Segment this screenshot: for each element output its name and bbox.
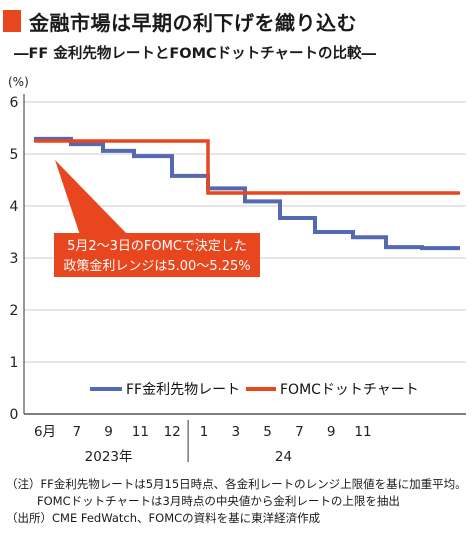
year-label-2024: 24 xyxy=(275,449,292,465)
x-tick-label: 3 xyxy=(232,424,241,440)
annotation-pointer xyxy=(55,160,128,235)
x-tick-label: 11 xyxy=(132,424,149,440)
y-tick-label: 2 xyxy=(10,303,19,319)
note-line-1: （注）FF金利先物レートは5月15日時点、各金利レートのレンジ上限値を基に加重平… xyxy=(6,477,467,491)
note-line-3: （出所）CME FedWatch、FOMCの資料を基に東洋経済作成 xyxy=(6,511,321,525)
x-tick-label: 11 xyxy=(354,424,371,440)
y-unit-label: (%) xyxy=(8,75,29,89)
x-tick-label: 6月 xyxy=(34,424,56,440)
year-label-2023: 2023年 xyxy=(85,449,133,465)
annotation-text-line: 政策金利レンジは5.00～5.25% xyxy=(63,258,250,274)
chart-title: 金融市場は早期の利下げを織り込む xyxy=(29,10,357,35)
x-tick-label: 9 xyxy=(104,424,113,440)
note-line-2: FOMCドットチャートは3月時点の中央値から金利レートの上限を抽出 xyxy=(37,494,400,508)
x-tick-label: 5 xyxy=(263,424,272,440)
legend-ff-label: FF金利先物レート xyxy=(126,382,240,398)
title-accent-square xyxy=(3,10,21,32)
chart-subtitle: ―FF 金利先物レートとFOMCドットチャートの比較― xyxy=(14,46,377,62)
y-tick-label: 5 xyxy=(10,147,19,163)
x-tick-label: 9 xyxy=(327,424,336,440)
y-tick-label: 3 xyxy=(10,251,19,267)
annotation-text-line: 5月2～3日のFOMCで決定した xyxy=(67,239,247,254)
y-tick-label: 0 xyxy=(10,407,19,423)
x-tick-label: 7 xyxy=(295,424,304,440)
y-tick-label: 1 xyxy=(10,355,19,371)
x-tick-label: 7 xyxy=(73,424,82,440)
title-row: 金融市場は早期の利下げを織り込む xyxy=(0,6,357,36)
legend-fomc-label: FOMCドットチャート xyxy=(280,382,419,398)
annotation-box xyxy=(54,233,260,277)
series-fomc-dot-line xyxy=(34,139,460,195)
y-tick-label: 6 xyxy=(10,95,19,111)
x-tick-label: 12 xyxy=(164,424,181,440)
series-ff-rate-line xyxy=(34,136,460,251)
y-tick-label: 4 xyxy=(10,199,19,215)
x-tick-label: 1 xyxy=(200,424,209,440)
notes: （注）FF金利先物レートは5月15日時点、各金利レートのレンジ上限値を基に加重平… xyxy=(6,476,467,527)
